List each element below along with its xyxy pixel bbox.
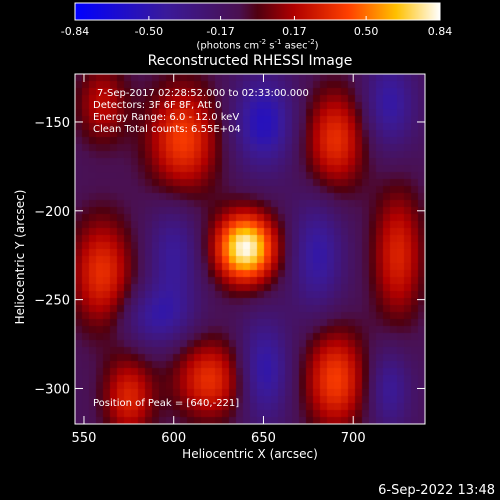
y-tick-label: −150	[34, 116, 70, 131]
plot-frame	[74, 73, 426, 425]
x-tick-label: 600	[161, 431, 186, 446]
x-tick-label: 550	[72, 431, 97, 446]
colorbar-tick-label: -0.17	[206, 25, 234, 38]
colorbar-units: (photons cm-2 s-1 asec-2)	[196, 38, 319, 52]
colorbar-tick-label: 0.17	[282, 25, 307, 38]
heatmap-image	[75, 74, 425, 424]
time-range-annotation: 7-Sep-2017 02:28:52.000 to 02:33:00.000	[97, 88, 309, 99]
y-tick-label: −200	[34, 205, 70, 220]
colorbar: -0.84 -0.50 -0.17 0.17 0.50 0.84	[61, 2, 452, 38]
y-axis-label: Heliocentric Y (arcsec)	[13, 189, 27, 325]
y-tick-label: −300	[34, 382, 70, 397]
colorbar-tick-label: 0.50	[354, 25, 379, 38]
footer-date: 6-Sep-2022 13:48	[378, 483, 495, 498]
energy-annotation: Energy Range: 6.0 - 12.0 keV	[93, 112, 240, 123]
plot-title: Reconstructed RHESSI Image	[147, 53, 353, 69]
x-tick-label: 700	[341, 431, 366, 446]
peak-annotation: Position of Peak = [640,-221]	[93, 398, 240, 409]
x-axis-label: Heliocentric X (arcsec)	[182, 447, 318, 461]
detectors-annotation: Detectors: 3F 6F 8F, Att 0	[93, 100, 222, 111]
colorbar-ticks: -0.84 -0.50 -0.17 0.17 0.50 0.84	[61, 16, 452, 38]
y-tick-label: −250	[34, 294, 70, 309]
colorbar-tick-label: -0.84	[61, 25, 89, 38]
colorbar-tick-label: 0.84	[428, 25, 453, 38]
clean-annotation: Clean Total counts: 6.55E+04	[93, 124, 241, 135]
colorbar-gradient	[74, 2, 441, 21]
x-tick-label: 650	[251, 431, 276, 446]
colorbar-tick-label: -0.50	[135, 25, 163, 38]
